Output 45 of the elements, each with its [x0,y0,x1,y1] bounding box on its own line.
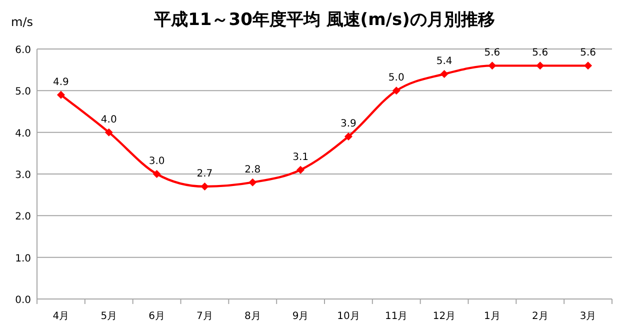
point [344,132,352,140]
data-label: 2.7 [196,168,213,180]
data-label: 3.0 [148,156,165,167]
point [296,166,305,174]
point [488,62,496,70]
data-label: 5.6 [532,48,548,59]
x-tick-label: 6月 [148,311,165,322]
x-tick-label: 4月 [52,311,70,322]
data-label: 5.0 [388,72,404,84]
x-tick-label: 1月 [484,311,500,322]
data-label: 5.6 [580,48,596,59]
data-label: 3.9 [340,118,356,130]
x-tick-label: 11月 [385,311,408,322]
y-tick-label: 5.0 [15,86,31,98]
x-tick-label: 5月 [100,311,118,322]
y-tick-label: 4.0 [15,128,31,140]
point [200,182,209,190]
x-tick-label: 3月 [580,311,596,322]
y-tick-label: 3.0 [15,170,31,181]
point [56,90,65,99]
point [104,128,113,136]
point [248,178,257,186]
data-label: 4.9 [53,76,69,88]
data-label: 5.4 [436,56,452,67]
chart-title: 平成11～30年度平均 風速(m/s)の月別推移 [153,10,495,30]
data-label: 3.1 [292,152,308,163]
y-tick-label: 0.0 [15,295,31,306]
data-label: 2.8 [244,164,261,176]
y-tick-label: 1.0 [15,253,31,264]
y-tick-label: 2.0 [15,212,31,223]
point [584,62,592,70]
point [440,70,448,78]
x-tick-label: 8月 [244,311,261,322]
x-tick-label: 2月 [532,311,548,322]
y-axis-title: m/s [11,15,33,29]
data-label: 4.0 [100,114,117,126]
x-tick-label: 9月 [292,311,309,322]
x-tick-label: 10月 [337,311,360,322]
x-tick-label: 7月 [196,311,213,322]
data-label: 5.6 [484,48,500,59]
y-tick-label: 6.0 [15,45,31,56]
point [152,170,161,178]
point [536,62,544,70]
point [392,86,400,95]
x-tick-label: 12月 [432,311,456,322]
